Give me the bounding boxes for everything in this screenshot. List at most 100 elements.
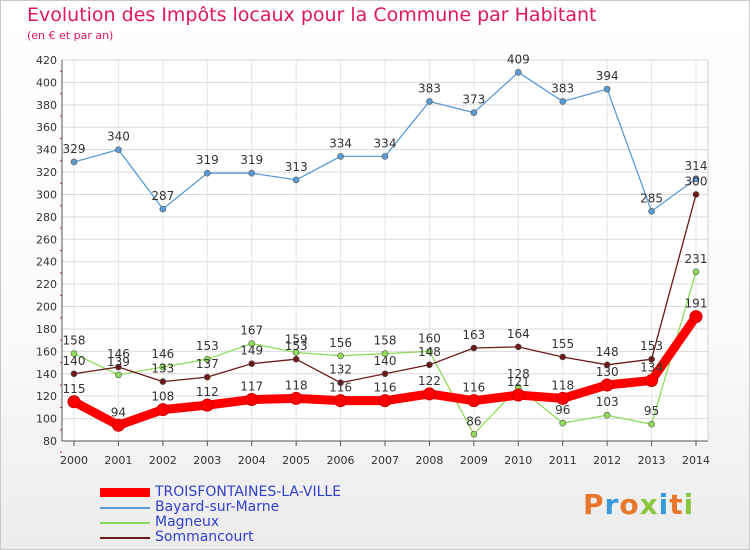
data-point-3 <box>559 353 567 361</box>
x-tick-label: 2003 <box>193 454 221 467</box>
y-tick-label: 400 <box>36 76 57 89</box>
y-tick-label: 300 <box>36 188 57 201</box>
data-point-0 <box>467 394 481 408</box>
data-label: 153 <box>285 339 308 353</box>
data-label: 86 <box>466 414 481 428</box>
logo-letter: o <box>619 488 640 521</box>
data-label: 314 <box>685 159 708 173</box>
y-tick-label: 360 <box>36 121 57 134</box>
data-point-3 <box>292 355 300 363</box>
y-tick-label: 120 <box>36 390 57 403</box>
y-tick-label: 200 <box>36 301 57 314</box>
data-label: 134 <box>640 360 663 374</box>
data-label: 158 <box>63 334 86 348</box>
data-point-3 <box>203 373 211 381</box>
y-tick-label: 240 <box>36 256 57 269</box>
data-label: 95 <box>644 404 659 418</box>
data-label: 137 <box>196 357 219 371</box>
y-tick-label: 140 <box>36 368 57 381</box>
data-label: 117 <box>240 380 263 394</box>
data-label: 164 <box>507 327 530 341</box>
data-label: 153 <box>196 339 219 353</box>
data-point-0 <box>511 388 525 402</box>
data-point-3 <box>470 344 478 352</box>
logo-letter: P <box>583 488 605 521</box>
logo-letter: i <box>658 488 670 521</box>
data-point-2 <box>559 419 567 427</box>
data-point-1 <box>203 169 211 177</box>
x-tick-label: 2013 <box>638 454 666 467</box>
data-point-1 <box>426 98 433 105</box>
data-point-1 <box>470 109 478 116</box>
data-label: 167 <box>240 324 263 338</box>
data-label: 300 <box>685 174 708 188</box>
data-point-1 <box>692 175 700 183</box>
data-point-3 <box>248 360 256 367</box>
data-label: 103 <box>596 395 619 409</box>
y-tick-label: 160 <box>36 345 57 358</box>
data-point-3 <box>426 361 433 369</box>
data-label: 116 <box>374 381 397 395</box>
data-point-0 <box>156 403 170 417</box>
data-label: 130 <box>596 365 619 379</box>
y-tick-label: 280 <box>36 211 57 224</box>
data-label: 383 <box>551 81 574 95</box>
data-label: 132 <box>329 363 352 377</box>
data-label: 394 <box>596 69 619 83</box>
data-point-1 <box>559 98 567 105</box>
data-label: 153 <box>640 339 663 353</box>
data-point-1 <box>248 169 256 177</box>
data-label: 116 <box>329 381 352 395</box>
data-point-3 <box>337 379 344 387</box>
proxiti-logo: Proxiti <box>583 488 694 521</box>
data-point-1 <box>115 146 122 153</box>
logo-letter: t <box>669 488 684 521</box>
data-label: 118 <box>285 378 308 392</box>
data-point-3 <box>692 191 700 198</box>
data-point-0 <box>289 391 303 405</box>
legend-swatch-magneux <box>100 522 150 524</box>
data-point-2 <box>337 352 344 360</box>
data-point-2 <box>248 340 256 347</box>
data-point-3 <box>514 343 522 351</box>
data-point-2 <box>603 411 611 419</box>
data-label: 108 <box>151 390 174 404</box>
data-label: 146 <box>151 347 174 361</box>
data-label: 155 <box>551 337 574 351</box>
x-tick-label: 2004 <box>238 454 266 467</box>
x-tick-label: 2011 <box>549 454 577 467</box>
data-point-0 <box>645 373 659 387</box>
data-point-1 <box>514 69 522 76</box>
data-label: 329 <box>63 142 86 156</box>
chart-subtitle: (en € et par an) <box>27 29 114 42</box>
data-label: 334 <box>329 136 352 150</box>
x-tick-label: 2009 <box>460 454 488 467</box>
data-point-0 <box>600 378 614 392</box>
data-label: 148 <box>418 345 441 359</box>
y-tick-label: 100 <box>36 413 57 426</box>
data-label: 373 <box>462 93 485 107</box>
data-point-2 <box>203 355 211 363</box>
x-tick-label: 2001 <box>104 454 132 467</box>
data-label: 139 <box>107 355 130 369</box>
data-point-1 <box>70 158 78 166</box>
data-point-1 <box>381 153 389 160</box>
x-tick-label: 2010 <box>504 454 532 467</box>
y-tick-label: 180 <box>36 323 57 336</box>
data-label: 160 <box>418 331 441 345</box>
data-point-3 <box>70 370 78 378</box>
data-point-2 <box>426 348 433 355</box>
x-tick-label: 2002 <box>149 454 177 467</box>
data-point-0 <box>378 394 392 408</box>
y-tick-label: 260 <box>36 233 57 246</box>
data-point-0 <box>111 418 125 432</box>
data-point-1 <box>292 176 300 184</box>
y-tick-label: 320 <box>36 166 57 179</box>
data-point-2 <box>648 420 655 428</box>
data-label: 122 <box>418 374 441 388</box>
data-label: 231 <box>685 252 708 266</box>
data-label: 340 <box>107 130 130 144</box>
data-point-3 <box>115 363 122 371</box>
y-tick-label: 420 <box>36 54 57 67</box>
